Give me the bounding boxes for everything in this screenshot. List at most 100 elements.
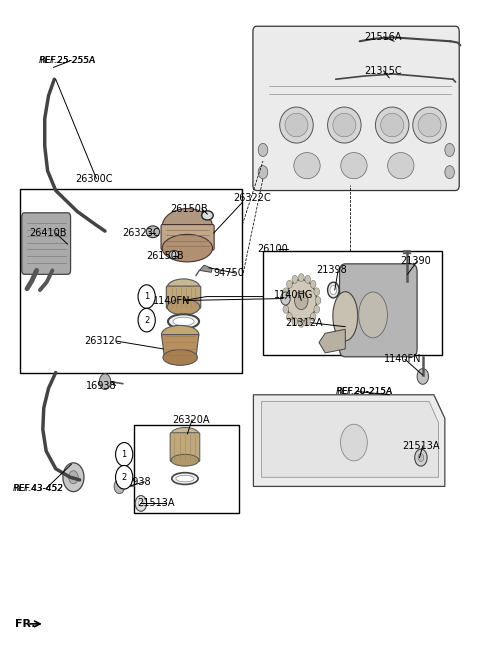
Ellipse shape xyxy=(341,153,367,178)
Ellipse shape xyxy=(146,226,159,237)
Ellipse shape xyxy=(359,292,387,338)
Bar xyxy=(134,425,239,512)
Circle shape xyxy=(305,318,311,325)
Circle shape xyxy=(299,319,304,327)
Text: 94750: 94750 xyxy=(214,268,244,278)
Ellipse shape xyxy=(163,350,197,365)
Circle shape xyxy=(281,292,290,305)
FancyBboxPatch shape xyxy=(166,286,201,308)
Ellipse shape xyxy=(167,299,200,315)
Circle shape xyxy=(287,313,292,321)
Ellipse shape xyxy=(330,285,336,295)
Circle shape xyxy=(292,318,298,325)
Circle shape xyxy=(415,449,427,466)
Ellipse shape xyxy=(162,209,213,245)
Ellipse shape xyxy=(333,292,358,340)
Text: 26320A: 26320A xyxy=(172,415,210,424)
Circle shape xyxy=(305,276,311,283)
Circle shape xyxy=(315,297,321,304)
Polygon shape xyxy=(319,329,345,353)
Text: 26100: 26100 xyxy=(257,245,288,255)
Ellipse shape xyxy=(173,318,194,326)
Ellipse shape xyxy=(381,113,404,137)
Circle shape xyxy=(258,144,268,157)
Text: 1: 1 xyxy=(144,292,149,301)
Text: 16938: 16938 xyxy=(86,380,117,390)
Ellipse shape xyxy=(388,153,414,178)
FancyBboxPatch shape xyxy=(253,26,459,190)
Circle shape xyxy=(340,424,367,461)
Circle shape xyxy=(292,276,298,283)
Text: 21315C: 21315C xyxy=(364,66,402,75)
Ellipse shape xyxy=(172,473,198,484)
Text: REF.43-452: REF.43-452 xyxy=(12,484,63,493)
Circle shape xyxy=(445,144,455,157)
Text: 26150B: 26150B xyxy=(147,251,184,261)
Polygon shape xyxy=(253,395,445,486)
Ellipse shape xyxy=(327,282,339,298)
Text: REF.43-452: REF.43-452 xyxy=(12,484,63,493)
Circle shape xyxy=(282,297,288,304)
Circle shape xyxy=(114,480,125,493)
Text: 21516A: 21516A xyxy=(364,31,402,42)
Text: REF.25-255A: REF.25-255A xyxy=(39,56,96,66)
Ellipse shape xyxy=(162,234,213,262)
Circle shape xyxy=(314,305,320,313)
Circle shape xyxy=(116,466,133,489)
Circle shape xyxy=(63,463,84,491)
Text: 26300C: 26300C xyxy=(75,174,112,184)
Ellipse shape xyxy=(375,107,409,143)
Circle shape xyxy=(139,500,144,506)
Text: REF.20-215A: REF.20-215A xyxy=(336,387,393,396)
Ellipse shape xyxy=(161,325,199,344)
FancyBboxPatch shape xyxy=(22,213,71,274)
Ellipse shape xyxy=(176,476,194,482)
FancyBboxPatch shape xyxy=(170,433,200,462)
Circle shape xyxy=(69,471,78,483)
FancyBboxPatch shape xyxy=(161,224,214,250)
Circle shape xyxy=(135,495,147,511)
Circle shape xyxy=(287,280,292,288)
Polygon shape xyxy=(262,401,439,478)
Ellipse shape xyxy=(418,113,441,137)
Polygon shape xyxy=(161,335,199,358)
Text: REF.25-255A: REF.25-255A xyxy=(39,56,95,66)
Ellipse shape xyxy=(285,113,308,137)
Circle shape xyxy=(299,274,304,281)
Circle shape xyxy=(258,166,268,178)
Ellipse shape xyxy=(327,107,361,143)
Ellipse shape xyxy=(202,211,213,220)
FancyBboxPatch shape xyxy=(339,264,417,357)
Text: 2: 2 xyxy=(121,473,127,482)
Text: REF.20-215A: REF.20-215A xyxy=(336,387,392,396)
Circle shape xyxy=(116,443,133,466)
Text: 26323C: 26323C xyxy=(123,228,160,238)
Text: 21390: 21390 xyxy=(400,256,431,266)
Circle shape xyxy=(445,166,455,178)
Text: 21398: 21398 xyxy=(317,266,348,276)
Text: 26322C: 26322C xyxy=(233,194,271,203)
Ellipse shape xyxy=(294,153,320,178)
Text: 26150B: 26150B xyxy=(170,204,208,214)
Text: 1140FN: 1140FN xyxy=(153,295,191,306)
Circle shape xyxy=(314,288,320,296)
Ellipse shape xyxy=(280,107,313,143)
Bar xyxy=(20,189,242,373)
Text: 21312A: 21312A xyxy=(286,318,323,328)
Text: 2: 2 xyxy=(144,316,149,325)
Polygon shape xyxy=(199,265,212,272)
Bar xyxy=(263,251,442,356)
Text: 21513A: 21513A xyxy=(137,499,175,508)
Text: 1140FN: 1140FN xyxy=(384,354,421,365)
Text: 26312C: 26312C xyxy=(84,336,122,346)
Circle shape xyxy=(99,374,111,390)
Circle shape xyxy=(138,285,156,308)
Circle shape xyxy=(418,454,424,462)
Circle shape xyxy=(286,279,317,321)
Circle shape xyxy=(310,313,316,321)
Ellipse shape xyxy=(168,314,199,329)
Ellipse shape xyxy=(169,251,179,259)
Circle shape xyxy=(295,291,308,310)
Circle shape xyxy=(283,288,288,296)
Ellipse shape xyxy=(413,107,446,143)
